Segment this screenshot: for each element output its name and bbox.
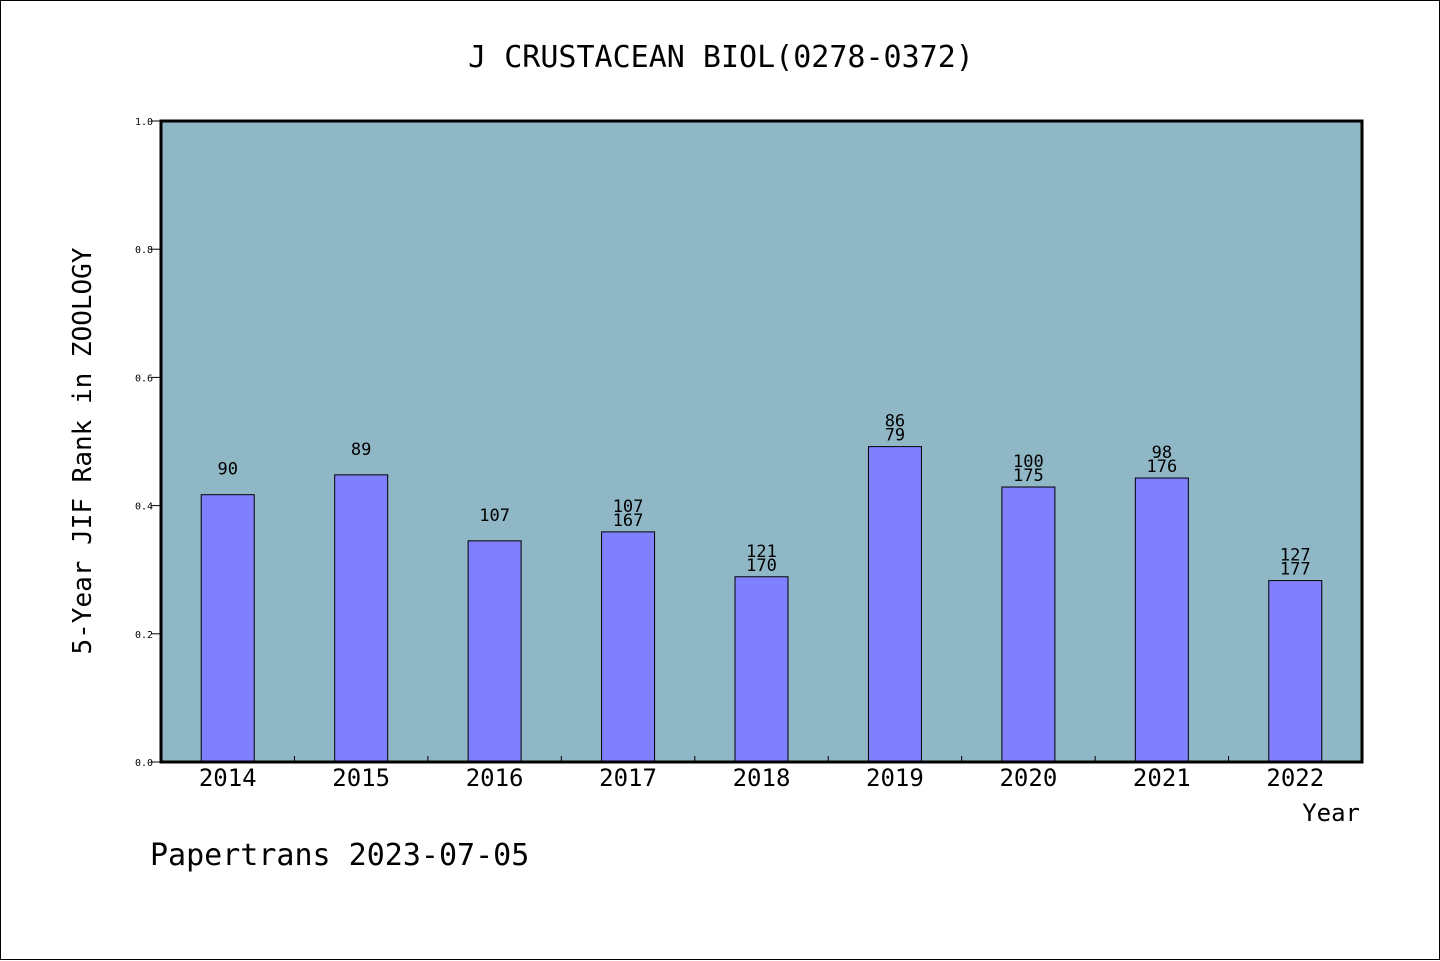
chart-title: J CRUSTACEAN BIOL(0278-0372)	[468, 40, 974, 75]
bar-2014	[200, 494, 255, 763]
bar-2020	[1001, 486, 1056, 763]
x-tick-label: 2019	[866, 764, 924, 792]
y-axis-label: 5-Year JIF Rank in ZOOLOGY	[68, 247, 98, 654]
y-tick-label: 0.8	[135, 245, 153, 256]
bar-label-top: 86	[885, 412, 905, 432]
bar-2016	[467, 540, 522, 763]
bar-label-bottom: 79	[885, 426, 905, 446]
bar-2018	[734, 576, 789, 763]
bar-label-top: 100	[1013, 452, 1044, 472]
x-tick-label: 2016	[466, 764, 524, 792]
plot-border	[159, 119, 1364, 764]
y-axis: 0.0 0.2 0.4 0.6 0.8 1.0	[135, 117, 161, 769]
x-tick-label: 2017	[599, 764, 657, 792]
x-tick-label: 2020	[999, 764, 1057, 792]
bar-label-bottom: 175	[1013, 466, 1044, 486]
bar-2021	[1134, 477, 1189, 763]
y-tick-label: 0.2	[135, 630, 153, 641]
x-tick-label: 2014	[199, 764, 257, 792]
bar-label-bottom: 90	[217, 460, 237, 480]
bar-label-top: 98	[1152, 443, 1172, 463]
bar-label-top: 107	[613, 497, 644, 517]
bar-label-bottom: 170	[746, 556, 777, 576]
x-axis-label: Year	[1302, 799, 1360, 827]
bar-label-bottom: 177	[1280, 560, 1311, 580]
x-axis: 2014 2015 2016 2017 2018 2019 2020 2021 2022	[199, 756, 1324, 792]
y-tick-label: 0.4	[135, 502, 153, 513]
bar-2019	[867, 446, 922, 763]
y-tick-label: 1.0	[135, 117, 153, 128]
bar-label-bottom: 89	[351, 440, 371, 460]
bar-label-top: 121	[746, 542, 777, 562]
bar-2015	[334, 474, 389, 763]
x-tick-label: 2018	[733, 764, 791, 792]
bar-label-bottom: 167	[613, 511, 644, 531]
bar-label-top: 127	[1280, 546, 1311, 566]
y-tick-label: 0.6	[135, 373, 153, 384]
bar-2022	[1268, 580, 1323, 763]
x-tick-label: 2021	[1133, 764, 1191, 792]
y-tick-label: 0.0	[135, 758, 153, 769]
bar-label-bottom: 107	[479, 506, 510, 526]
bar-2017	[601, 531, 656, 763]
footer-credit: Papertrans 2023-07-05	[150, 838, 529, 873]
bar-label-bottom: 176	[1146, 457, 1177, 477]
x-tick-label: 2015	[332, 764, 390, 792]
x-tick-label: 2022	[1266, 764, 1324, 792]
